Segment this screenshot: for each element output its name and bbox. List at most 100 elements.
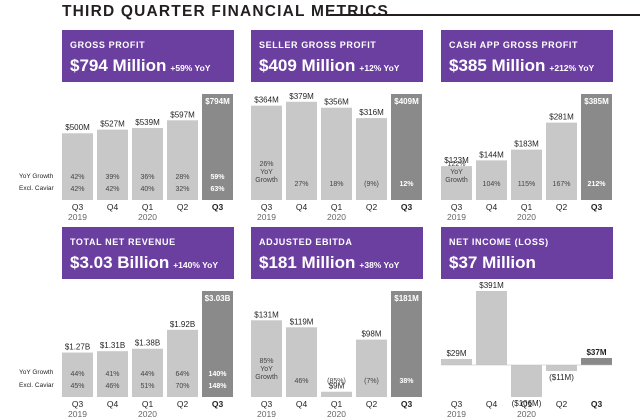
bar xyxy=(546,365,577,371)
growth-cell: 38% xyxy=(399,378,414,385)
data-label: $1.27B xyxy=(65,343,90,352)
year-label: 2020 xyxy=(138,212,157,222)
data-label: $1.92B xyxy=(170,320,195,329)
excl-caviar-row-label-bottom: Excl. Caviar xyxy=(19,382,54,389)
category-label: Q4 xyxy=(486,399,498,409)
adjusted-ebitda-panel: ADJUSTED EBITDA $181 Million +38% YoY $13… xyxy=(251,227,423,420)
panel-header: GROSS PROFIT $794 Million +59% YoY xyxy=(62,30,234,82)
headline-yoy: +59% YoY xyxy=(170,63,211,73)
panel-header: ADJUSTED EBITDA $181 Million +38% YoY xyxy=(251,227,423,279)
total-net-revenue-chart: $1.27B44%45%Q32019$1.31B41%46%Q4$1.38B44… xyxy=(62,291,233,419)
panel-headline: $37 Million xyxy=(449,253,540,273)
year-label: 2019 xyxy=(257,212,276,222)
data-label: $123M xyxy=(444,156,469,165)
growth-cell-line: 85% xyxy=(259,358,273,365)
headline-value: $37 Million xyxy=(449,253,536,272)
growth-cell: 46% xyxy=(294,378,308,385)
category-label: Q4 xyxy=(107,399,119,409)
bar xyxy=(97,129,128,200)
category-label: Q1 xyxy=(521,399,533,409)
bar xyxy=(321,391,352,397)
bar xyxy=(132,348,163,397)
panel-header: CASH APP GROSS PROFIT $385 Million +212% … xyxy=(441,30,613,82)
bar xyxy=(476,291,507,365)
category-label: Q4 xyxy=(296,202,308,212)
growth-cell-line: YoY xyxy=(260,366,273,373)
bar xyxy=(511,365,542,397)
category-label: Q3 xyxy=(72,399,84,409)
caviar-cell: 45% xyxy=(70,383,84,390)
growth-cell: 18% xyxy=(329,181,343,188)
growth-cell-line: Growth xyxy=(255,177,278,184)
data-label: $794M xyxy=(205,97,230,106)
year-label: 2019 xyxy=(447,409,466,419)
category-label: Q3 xyxy=(591,399,603,409)
headline-value: $794 Million xyxy=(70,56,167,75)
headline-value: $409 Million xyxy=(259,56,356,75)
caviar-cell: 42% xyxy=(105,186,119,193)
data-label: $131M xyxy=(254,310,279,319)
category-label: Q3 xyxy=(401,399,413,409)
year-label: 2020 xyxy=(138,409,157,419)
bar xyxy=(62,133,93,200)
year-label: 2020 xyxy=(327,212,346,222)
growth-cell: 59% xyxy=(210,174,225,181)
category-label: Q3 xyxy=(451,399,463,409)
headline-yoy: +212% YoY xyxy=(549,63,595,73)
category-label: Q1 xyxy=(331,202,343,212)
data-label: $409M xyxy=(394,97,419,106)
growth-cell: 12% xyxy=(399,181,414,188)
bar xyxy=(391,291,422,397)
growth-cell: 64% xyxy=(175,371,189,378)
caviar-cell: 32% xyxy=(175,186,189,193)
bar xyxy=(391,94,422,200)
panel-title: GROSS PROFIT xyxy=(70,40,146,50)
growth-cell: 39% xyxy=(105,174,119,181)
data-label: ($106M) xyxy=(512,399,542,408)
bar xyxy=(251,320,282,397)
panel-headline: $3.03 Billion +140% YoY xyxy=(70,253,218,273)
growth-cell-line: Growth xyxy=(445,177,468,184)
growth-cell-line: YoY xyxy=(450,169,463,176)
category-label: Q3 xyxy=(212,399,224,409)
growth-cell: 28% xyxy=(175,174,189,181)
data-label: ($11M) xyxy=(549,373,574,382)
growth-cell: 167% xyxy=(553,181,571,188)
bar xyxy=(476,160,507,200)
gross-profit-chart: $500M42%42%Q32019$527M39%42%Q4$539M36%40… xyxy=(62,94,233,222)
bar xyxy=(581,357,612,365)
data-label: $364M xyxy=(254,96,279,105)
total-net-revenue-panel: TOTAL NET REVENUE $3.03 Billion +140% YoY… xyxy=(62,227,234,420)
data-label: $9M xyxy=(329,382,345,391)
growth-cell: 27% xyxy=(294,181,308,188)
year-label: 2020 xyxy=(517,212,536,222)
year-label: 2019 xyxy=(68,212,87,222)
panel-header: SELLER GROSS PROFIT $409 Million +12% YoY xyxy=(251,30,423,82)
category-label: Q3 xyxy=(591,202,603,212)
headline-yoy: +12% YoY xyxy=(359,63,400,73)
category-label: Q2 xyxy=(556,202,568,212)
growth-cell: 140% xyxy=(209,371,228,378)
seller-gross-profit-panel: SELLER GROSS PROFIT $409 Million +12% YoY… xyxy=(251,30,423,223)
headline-yoy: +140% YoY xyxy=(173,260,219,270)
data-label: $500M xyxy=(65,123,90,132)
bar xyxy=(546,122,577,200)
panel-title: NET INCOME (LOSS) xyxy=(449,237,549,247)
data-label: $183M xyxy=(514,140,539,149)
caviar-cell: 51% xyxy=(140,383,154,390)
bar xyxy=(167,329,198,397)
bar xyxy=(97,351,128,397)
growth-cell: (7%) xyxy=(364,378,379,385)
data-label: $3.03B xyxy=(205,294,231,303)
panel-header: TOTAL NET REVENUE $3.03 Billion +140% YoY xyxy=(62,227,234,279)
year-label: 2019 xyxy=(68,409,87,419)
growth-cell-line: YoY xyxy=(260,169,273,176)
growth-cell: 44% xyxy=(140,371,154,378)
data-label: $37M xyxy=(586,348,606,357)
caviar-cell: 46% xyxy=(105,383,119,390)
caviar-cell: 63% xyxy=(210,186,225,193)
category-label: Q1 xyxy=(142,202,154,212)
year-label: 2019 xyxy=(447,212,466,222)
